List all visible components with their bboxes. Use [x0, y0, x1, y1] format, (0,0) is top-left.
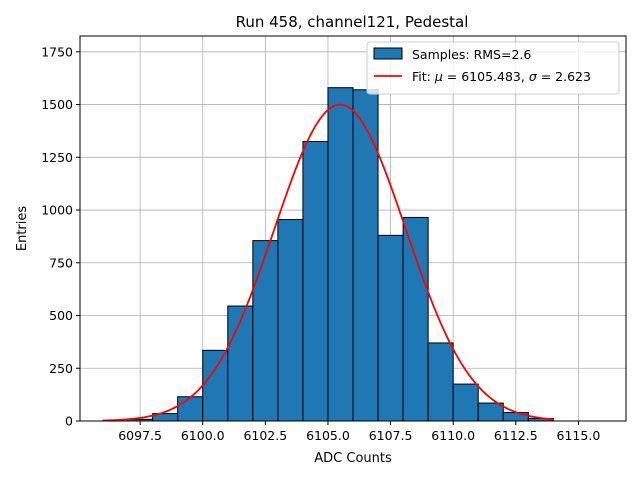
histogram-bar	[477, 402, 504, 422]
y-tick-label: 1250	[41, 150, 73, 165]
x-axis-label: ADC Counts	[314, 451, 392, 466]
y-tick-label: 750	[49, 255, 73, 270]
legend-box	[366, 41, 620, 95]
x-axis-ticks: 6097.5 6100.0 6102.5 6105.0 6107.5 6110.0 6112…	[118, 421, 600, 443]
x-tick-label: 6102.5	[243, 428, 287, 443]
fit-sigma-value: = 2.623	[537, 69, 591, 84]
y-tick-label: 0	[65, 414, 73, 429]
fit-sigma-symbol: σ	[529, 69, 538, 84]
chart-title: Run 458, channel121, Pedestal	[236, 13, 469, 31]
x-tick-label: 6097.5	[118, 428, 162, 443]
histogram-bar	[402, 216, 429, 422]
y-tick-label: 1000	[41, 203, 73, 218]
histogram-bar	[277, 219, 304, 422]
histogram-bar	[452, 383, 479, 422]
y-axis-ticks: 0 250 500 750 1000 1250 1500 1750	[41, 44, 80, 429]
x-tick-label: 6107.5	[369, 428, 413, 443]
histogram-bar	[327, 87, 354, 422]
y-tick-label: 250	[49, 361, 73, 376]
legend: Samples: RMS=2.6 Fit: μ = 6105.483, σ = …	[366, 41, 620, 95]
y-tick-label: 1750	[41, 44, 73, 59]
x-tick-label: 6115.0	[557, 428, 601, 443]
x-tick-label: 6110.0	[431, 428, 475, 443]
legend-swatch-samples	[373, 47, 403, 60]
histogram-bar	[377, 234, 404, 422]
fit-curve-layer	[102, 103, 554, 422]
fit-prefix: Fit:	[412, 69, 435, 84]
x-tick-label: 6105.0	[306, 428, 350, 443]
histogram-bar	[202, 349, 229, 422]
histogram-bar	[177, 396, 204, 422]
fit-mu-value: = 6105.483,	[443, 69, 529, 84]
y-tick-label: 500	[49, 308, 73, 323]
x-tick-label: 6112.5	[494, 428, 538, 443]
legend-label-samples: Samples: RMS=2.6	[412, 47, 531, 62]
histogram-bar	[302, 140, 329, 422]
y-axis-label: Entries	[15, 206, 30, 252]
fit-curve	[102, 103, 554, 422]
y-tick-label: 1500	[41, 97, 73, 112]
legend-label-fit: Fit: μ = 6105.483, σ = 2.623	[412, 69, 591, 84]
histogram-bars	[127, 87, 554, 422]
histogram-bar	[252, 240, 279, 422]
histogram-bar	[352, 89, 379, 422]
x-tick-label: 6100.0	[181, 428, 225, 443]
histogram-bar	[427, 342, 454, 422]
plot-frame	[79, 35, 627, 422]
histogram-bar	[502, 412, 529, 422]
fit-mu-symbol: μ	[434, 69, 443, 84]
